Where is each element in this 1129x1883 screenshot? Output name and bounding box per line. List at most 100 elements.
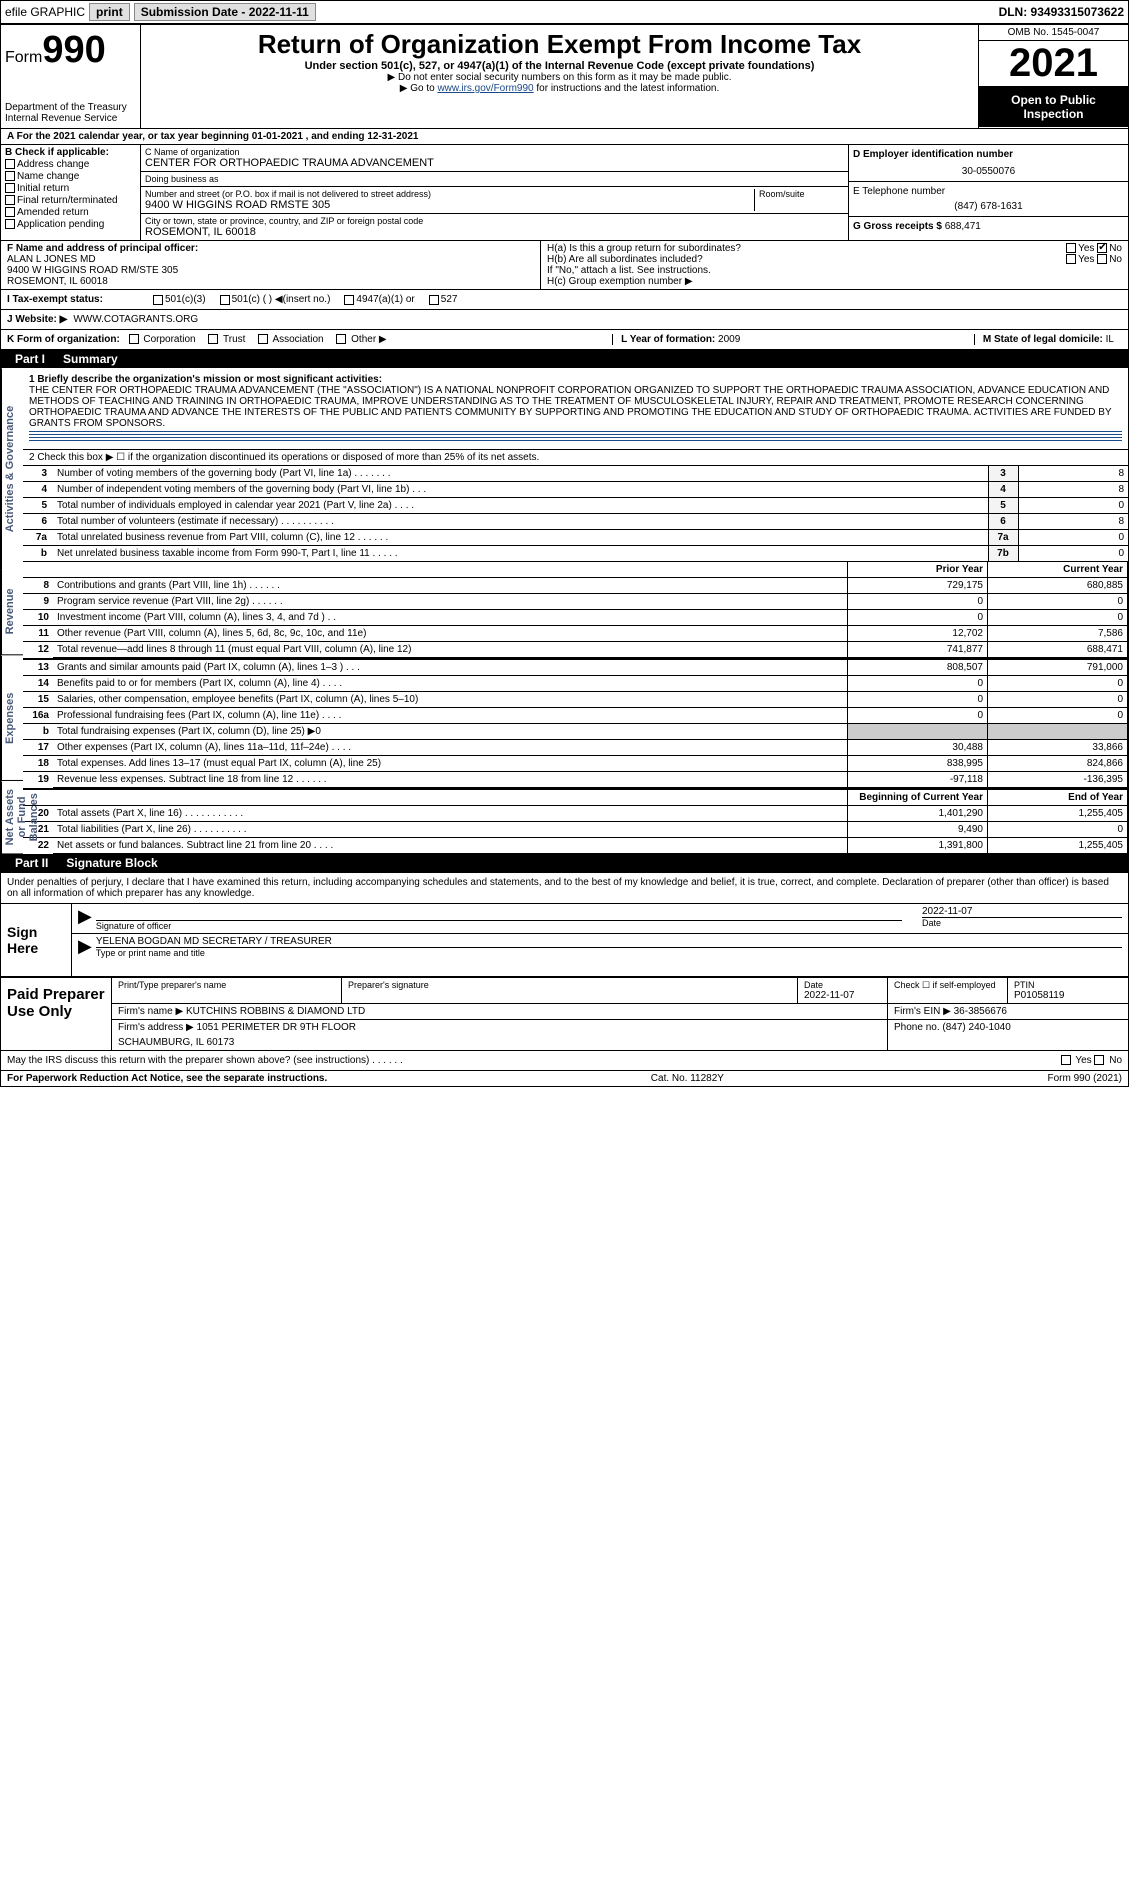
ha-yes-checkbox[interactable] (1066, 243, 1076, 253)
dba-label: Doing business as (145, 174, 844, 184)
net-assets-table: Beginning of Current Year End of Year 20… (23, 788, 1128, 854)
part2-title: Signature Block (66, 856, 157, 870)
principal-officer: F Name and address of principal officer:… (1, 241, 541, 289)
street-label: Number and street (or P.O. box if mail i… (145, 189, 754, 199)
status-527-checkbox[interactable] (429, 295, 439, 305)
prior-year-header: Prior Year (848, 562, 988, 578)
firm-name-label: Firm's name ▶ (118, 1006, 183, 1017)
print-button[interactable]: print (89, 3, 130, 21)
header-middle: Return of Organization Exempt From Incom… (141, 25, 978, 128)
side-revenue: Revenue (1, 569, 23, 655)
sig-officer-label: Signature of officer (96, 920, 902, 931)
discuss-no-checkbox[interactable] (1094, 1055, 1104, 1065)
table-row: 14Benefits paid to or for members (Part … (23, 676, 1128, 692)
form-subtitle-2: ▶ Do not enter social security numbers o… (149, 72, 970, 83)
form-subtitle-1: Under section 501(c), 527, or 4947(a)(1)… (149, 60, 970, 72)
dln-label: DLN: 93493315073622 (999, 5, 1124, 19)
officer-type-label: Type or print name and title (96, 947, 1122, 958)
header-right: OMB No. 1545-0047 2021 Open to Public In… (978, 25, 1128, 128)
check-address-change[interactable]: Address change (5, 159, 136, 170)
korg-corp-checkbox[interactable] (129, 334, 139, 344)
status-501c-checkbox[interactable] (220, 295, 230, 305)
room-label: Room/suite (759, 189, 844, 199)
preparer-block: Paid Preparer Use Only Print/Type prepar… (1, 976, 1128, 1050)
efile-label: efile GRAPHIC (5, 5, 85, 19)
table-row: 6Total number of volunteers (estimate if… (23, 514, 1128, 530)
table-row: 22Net assets or fund balances. Subtract … (23, 838, 1128, 854)
phone-value: (847) 678-1631 (853, 201, 1124, 212)
firm-ein-label: Firm's EIN ▶ (894, 1006, 951, 1017)
part2-label: Part II (7, 856, 56, 870)
officer-label: F Name and address of principal officer: (7, 243, 534, 254)
table-row: bTotal fundraising expenses (Part IX, co… (23, 724, 1128, 740)
korg-label: K Form of organization: (7, 334, 120, 345)
tax-year: 2021 (979, 41, 1128, 87)
right-info-col: D Employer identification number 30-0550… (848, 145, 1128, 240)
org-form-row: K Form of organization: Corporation Trus… (1, 330, 1128, 350)
ein-value: 30-0550076 (853, 166, 1124, 177)
firm-addr: 1051 PERIMETER DR 9TH FLOOR (197, 1022, 356, 1033)
ha-label: H(a) Is this a group return for subordin… (547, 243, 741, 254)
form-title: Return of Organization Exempt From Incom… (149, 29, 970, 60)
part1-body: Activities & Governance Revenue Expenses… (1, 368, 1128, 854)
firm-addr-label: Firm's address ▶ (118, 1022, 194, 1033)
hb-yes-checkbox[interactable] (1066, 254, 1076, 264)
domicile-value: IL (1106, 334, 1114, 345)
check-name-change[interactable]: Name change (5, 171, 136, 182)
form-990-container: Form990 Department of the Treasury Inter… (0, 24, 1129, 1087)
check-application-pending[interactable]: Application pending (5, 219, 136, 230)
officer-city: ROSEMONT, IL 60018 (7, 276, 534, 287)
status-501c3-checkbox[interactable] (153, 295, 163, 305)
status-label: I Tax-exempt status: (7, 294, 147, 305)
footer-row: For Paperwork Reduction Act Notice, see … (1, 1070, 1128, 1086)
table-row: 17Other expenses (Part IX, column (A), l… (23, 740, 1128, 756)
mission-label: 1 Briefly describe the organization's mi… (29, 374, 1122, 385)
side-activities: Activities & Governance (1, 368, 23, 569)
prep-date-label: Date (804, 980, 881, 990)
irs-link[interactable]: www.irs.gov/Form990 (437, 83, 533, 94)
part1-label: Part I (7, 352, 53, 366)
hb-no-checkbox[interactable] (1097, 254, 1107, 264)
submission-date-button[interactable]: Submission Date - 2022-11-11 (134, 3, 316, 21)
table-row: 20Total assets (Part X, line 16) . . . .… (23, 806, 1128, 822)
address-block: C Name of organization CENTER FOR ORTHOP… (141, 145, 848, 240)
table-row: 11Other revenue (Part VIII, column (A), … (23, 626, 1128, 642)
open-to-public: Open to Public Inspection (979, 87, 1128, 127)
table-row: 9Program service revenue (Part VIII, lin… (23, 594, 1128, 610)
check-amended[interactable]: Amended return (5, 207, 136, 218)
ha-no-checkbox[interactable] (1097, 243, 1107, 253)
table-row: 13Grants and similar amounts paid (Part … (23, 659, 1128, 676)
line2-text: 2 Check this box ▶ ☐ if the organization… (23, 449, 1128, 465)
table-row: 10Investment income (Part VIII, column (… (23, 610, 1128, 626)
table-row: 12Total revenue—add lines 8 through 11 (… (23, 642, 1128, 658)
check-initial-return[interactable]: Initial return (5, 183, 136, 194)
status-4947-checkbox[interactable] (344, 295, 354, 305)
table-row: 8Contributions and grants (Part VIII, li… (23, 578, 1128, 594)
ptin-label: PTIN (1014, 980, 1122, 990)
sign-here-label: Sign Here (1, 904, 71, 976)
check-final-return[interactable]: Final return/terminated (5, 195, 136, 206)
part2-header: Part II Signature Block (1, 854, 1128, 872)
website-row: J Website: ▶ WWW.COTAGRANTS.ORG (1, 310, 1128, 330)
discuss-yes-checkbox[interactable] (1061, 1055, 1071, 1065)
header-left: Form990 Department of the Treasury Inter… (1, 25, 141, 128)
discuss-row: May the IRS discuss this return with the… (1, 1050, 1128, 1070)
org-name-label: C Name of organization (145, 147, 844, 157)
period-row: A For the 2021 calendar year, or tax yea… (1, 129, 1128, 145)
form-footer: Form 990 (2021) (1048, 1073, 1122, 1084)
table-row: 5Total number of individuals employed in… (23, 498, 1128, 514)
mission-text: THE CENTER FOR ORTHOPAEDIC TRAUMA ADVANC… (29, 385, 1122, 429)
prep-name-label: Print/Type preparer's name (118, 980, 335, 990)
expenses-table: 13Grants and similar amounts paid (Part … (23, 658, 1128, 788)
org-name: CENTER FOR ORTHOPAEDIC TRAUMA ADVANCEMEN… (145, 157, 844, 169)
arrow-icon: ▶ (78, 936, 92, 958)
table-row: 3Number of voting members of the governi… (23, 466, 1128, 482)
prep-date: 2022-11-07 (804, 990, 881, 1001)
korg-other-checkbox[interactable] (336, 334, 346, 344)
gross-receipts-label: G Gross receipts $ (853, 221, 942, 232)
korg-trust-checkbox[interactable] (208, 334, 218, 344)
end-year-header: End of Year (988, 789, 1128, 806)
korg-assoc-checkbox[interactable] (258, 334, 268, 344)
revenue-table: Prior Year Current Year 8Contributions a… (23, 561, 1128, 658)
firm-phone-label: Phone no. (894, 1022, 940, 1033)
